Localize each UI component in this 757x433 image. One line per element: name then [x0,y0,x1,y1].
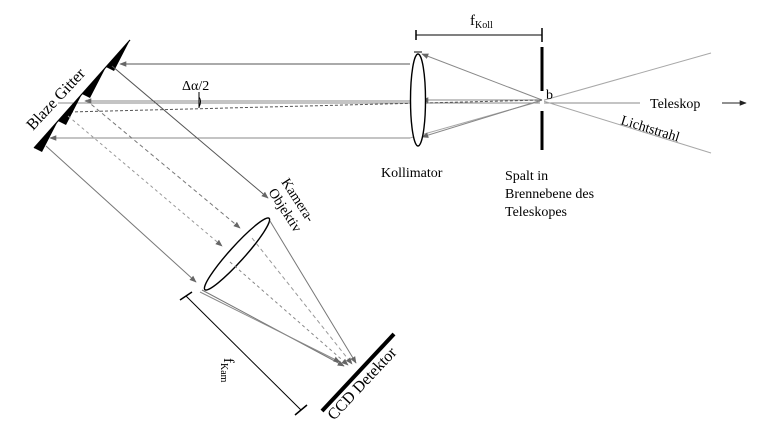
f-coll-sub: Koll [475,20,493,31]
diffracted-ray-3 [67,115,223,247]
slit-width-label: b [546,88,553,103]
grating-tooth-2 [58,94,82,125]
camera-ray-1 [269,220,357,364]
slit-label-line3: Teleskopes [505,205,567,220]
telescope-label: Teleskop [650,97,700,112]
collimator-label: Kollimator [381,166,443,181]
light-beam-upper [409,52,712,139]
reflected-chief-ray [69,99,543,113]
slit-ray-bottom [421,99,543,138]
light-beam-lower [539,99,712,154]
ccd-detector [320,332,396,413]
camera-ray-2 [251,237,353,365]
angle-label: Δα/2 [182,79,209,94]
grating-tooth-3 [82,67,106,98]
slit-label-line2: Brennebene des [505,187,594,202]
camera-ray-3 [229,261,349,366]
camera-ray-5 [199,291,341,363]
f-cam-dimension [185,295,302,411]
f-coll-label: fKoll [470,13,493,31]
slit-label-line1: Spalt in [505,169,548,184]
diffracted-ray-1 [111,65,269,199]
grating-tooth-1 [34,121,58,152]
detector-label: CCD Detektor [324,344,400,424]
f-cam-label: fKam [218,358,236,383]
f-cam-sub: Kam [218,363,229,383]
f-cam-main: f [220,358,236,363]
f-coll-main: f [470,13,475,29]
diffracted-ray-2 [85,99,241,229]
light-beam-label: Lichtstrahl [619,113,681,145]
collimator-lens [409,53,427,147]
camera-lens [203,217,271,291]
diffracted-ray-4 [45,145,197,283]
grating-tooth-4 [106,40,130,71]
slit-ray-top [421,53,543,101]
